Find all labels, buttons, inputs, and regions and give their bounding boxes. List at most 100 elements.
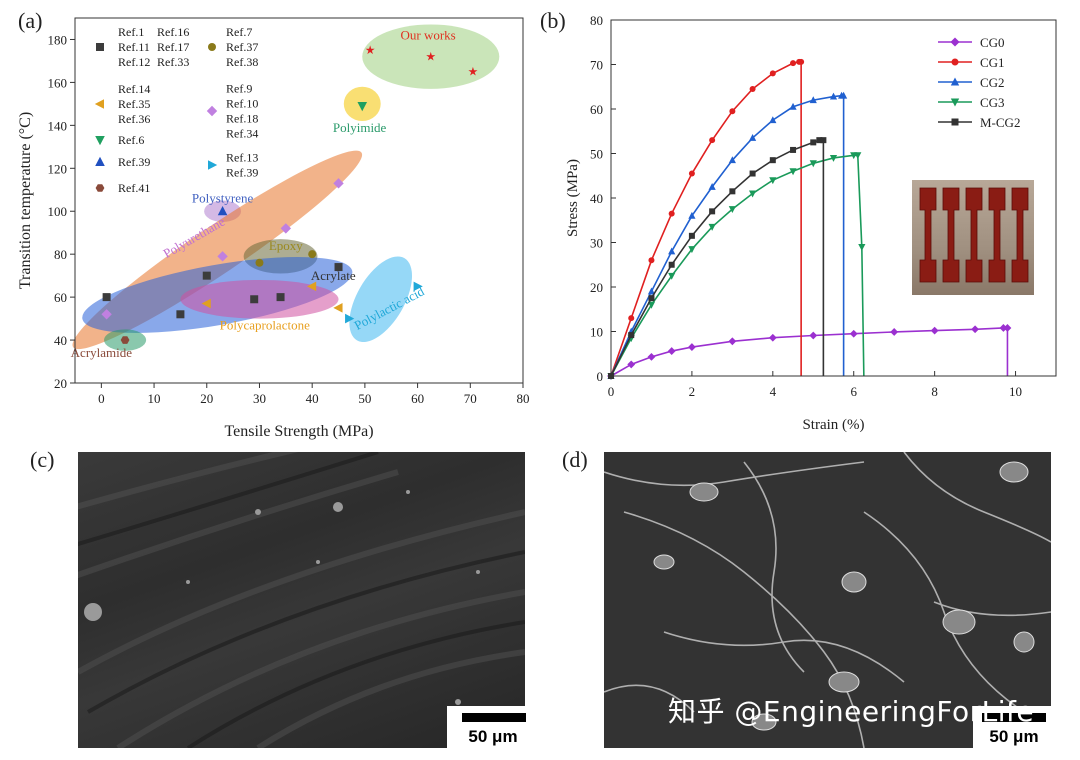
y-tick-label-b-3: 30 [590, 236, 603, 251]
series-point-CG3-3 [668, 272, 676, 280]
x-tick-label-a-5: 50 [358, 391, 371, 406]
point-0 [365, 45, 375, 55]
point-18 [306, 281, 317, 292]
series-point-M-CG2-1 [628, 332, 635, 339]
legend-marker-a-4 [95, 136, 105, 146]
point-15 [276, 293, 285, 302]
legend-marker-b-CG3 [950, 98, 960, 107]
series-point-CG0-11 [971, 325, 979, 334]
legend-marker-b-CG2 [950, 77, 960, 86]
point-9 [255, 258, 264, 267]
series-point-CG1-8 [769, 70, 776, 77]
legend-marker-a-7 [95, 184, 105, 192]
specimen-photo-inset [912, 180, 1034, 295]
legend-text-b-CG0: CG0 [980, 35, 1005, 50]
y-tick-label-b-6: 60 [590, 102, 603, 117]
plot-frame-a [74, 17, 524, 384]
series-point-CG1-2 [648, 257, 655, 264]
point-3 [357, 102, 368, 112]
series-point-CG0-8 [849, 329, 858, 338]
series-point-CG0-5 [728, 337, 737, 346]
panel-label-a: (a) [18, 8, 43, 33]
series-point-CG2-13 [840, 91, 848, 99]
series-point-CG0-2 [647, 352, 656, 361]
y-tick-label-a-6: 140 [48, 118, 68, 133]
x-tick-label-b-3: 6 [850, 384, 857, 399]
series-point-CG0-1 [627, 360, 636, 369]
chart-b-stress-strain: 0 2 4 6 8 10 0 10 20 30 40 50 60 70 80 Strain (%) Stress… [565, 13, 1057, 433]
scale-bar-d-line [982, 713, 1046, 722]
series-point-M-CG2-7 [749, 170, 756, 177]
region-label-8: Acrylamide [71, 345, 133, 360]
scale-bar-d: 50 μm [973, 706, 1055, 750]
point-19 [333, 303, 343, 313]
y-tick-label-a-0: 20 [54, 376, 67, 391]
legend-text-b-M-CG2: M-CG2 [980, 115, 1020, 130]
legend-marker-a-2 [94, 99, 104, 109]
series-point-CG0-7 [809, 331, 818, 340]
series-point-CG2-9 [789, 102, 797, 110]
y-tick-label-b-1: 10 [590, 325, 603, 340]
x-tick-label-a-4: 40 [306, 391, 319, 406]
series-point-M-CG2-8 [769, 157, 776, 164]
scale-bar-c-label: 50 μm [468, 727, 518, 746]
series-point-CG1-11 [798, 58, 805, 65]
series-point-M-CG2-11 [816, 137, 823, 144]
region-6 [180, 279, 339, 319]
legend-text-a-3-3: Ref.34 [226, 127, 258, 141]
y-axis-label-b: Stress (MPa) [565, 159, 581, 237]
y-tick-label-b-7: 70 [590, 58, 603, 73]
series-point-CG0-9 [890, 328, 899, 336]
specimen-photo-graphic [919, 187, 1029, 283]
legend-text-a-1-2: Ref.38 [226, 55, 258, 69]
legend-marker-a-0 [96, 43, 104, 51]
sem-image-c [78, 452, 525, 748]
legend-marker-a-5 [208, 160, 218, 170]
panel-label-d: (d) [562, 447, 588, 472]
chart-a-transition-vs-strength: Our worksPolyimidePolystyrenePolyurethan… [17, 17, 530, 440]
panel-label-c: (c) [30, 447, 55, 472]
legend-text-a-2-1: Ref.35 [118, 97, 150, 111]
x-tick-label-a-2: 20 [200, 391, 213, 406]
legend-text-a-2-2: Ref.36 [118, 112, 150, 126]
point-7 [217, 251, 228, 262]
region-label-6: Polycaprolactone [220, 317, 310, 332]
legend-text-a-7-0: Ref.41 [118, 181, 150, 195]
scale-bar-c-line [462, 713, 526, 722]
series-point-CG0-10 [930, 326, 939, 335]
series-point-CG3-14 [858, 243, 866, 251]
legend-text2-a-0-1: Ref.17 [157, 40, 189, 54]
legend-text-a-3-1: Ref.10 [226, 97, 258, 111]
series-point-CG3-13 [854, 152, 862, 160]
y-tick-label-b-8: 80 [590, 13, 603, 28]
series-point-CG2-8 [769, 116, 777, 124]
point-10 [308, 250, 317, 259]
region-label-5: Acrylate [311, 268, 356, 283]
x-tick-label-b-4: 8 [931, 384, 938, 399]
series-line-M-CG2 [610, 139, 825, 377]
legend-text-a-0-1: Ref.11 [118, 40, 150, 54]
y-tick-label-b-2: 20 [590, 280, 603, 295]
legend-text-b-CG3: CG3 [980, 95, 1005, 110]
x-axis-label-a: Tensile Strength (MPa) [224, 423, 373, 440]
series-point-CG1-5 [709, 137, 716, 144]
x-tick-label-a-3: 30 [253, 391, 266, 406]
series-point-CG2-6 [728, 156, 736, 164]
series-point-CG2-5 [708, 182, 716, 190]
series-point-CG3-9 [789, 168, 797, 176]
y-tick-label-a-1: 40 [54, 333, 67, 348]
series-point-CG3-5 [708, 223, 716, 231]
region-7 [349, 256, 413, 343]
point-2 [468, 66, 478, 76]
y-tick-label-a-7: 160 [48, 75, 68, 90]
region-label-0: Our works [401, 27, 456, 42]
series-point-CG3-4 [688, 246, 696, 254]
point-13 [102, 293, 111, 302]
series-point-M-CG2-10 [810, 139, 817, 146]
point-11 [334, 263, 343, 272]
scale-bar-c: 50 μm [447, 706, 539, 750]
legend-text-a-5-1: Ref.39 [226, 166, 258, 180]
legend-marker-a-6 [95, 156, 105, 166]
panel-label-b: (b) [540, 8, 566, 33]
point-4 [217, 206, 228, 216]
